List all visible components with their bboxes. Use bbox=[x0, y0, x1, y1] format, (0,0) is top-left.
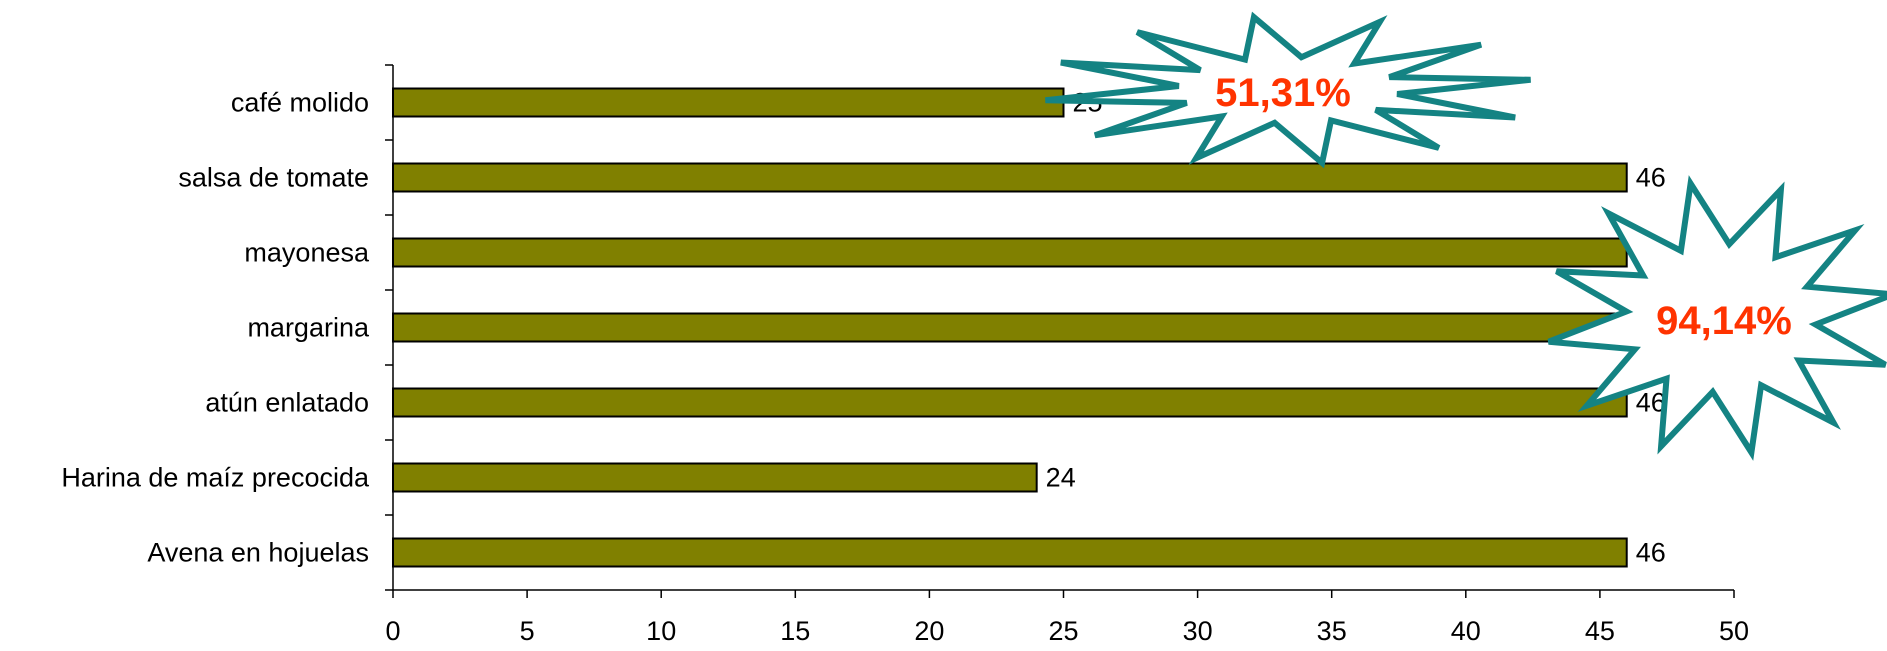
bar bbox=[392, 162, 1628, 193]
x-tick-label: 50 bbox=[1719, 616, 1749, 646]
data-label: 46 bbox=[1636, 538, 1666, 568]
bars-group bbox=[392, 87, 1628, 568]
starburst-annotation-1: 51,31% bbox=[1045, 11, 1531, 169]
bar bbox=[392, 537, 1628, 568]
starburst-text-2: 94,14% bbox=[1656, 299, 1792, 343]
starburst-shape-2 bbox=[1547, 175, 1887, 461]
starburst-annotation-2: 94,14% bbox=[1547, 175, 1887, 461]
x-tick-label: 35 bbox=[1317, 616, 1347, 646]
x-tick-label: 10 bbox=[646, 616, 676, 646]
x-tick-label: 0 bbox=[385, 616, 400, 646]
x-tick-label: 5 bbox=[520, 616, 535, 646]
bar bbox=[392, 312, 1628, 343]
category-label: atún enlatado bbox=[205, 388, 369, 418]
x-tick-label: 40 bbox=[1451, 616, 1481, 646]
category-label: café molido bbox=[231, 88, 369, 118]
bar bbox=[392, 462, 1038, 493]
starburst-text-1: 51,31% bbox=[1215, 71, 1351, 115]
category-labels-group: café molido salsa de tomate mayonesa margar… bbox=[61, 88, 370, 568]
bar bbox=[392, 87, 1065, 118]
x-tick-label: 45 bbox=[1585, 616, 1615, 646]
data-label: 46 bbox=[1636, 388, 1666, 418]
category-label: Avena en hojuelas bbox=[147, 538, 369, 568]
x-tick-label: 15 bbox=[780, 616, 810, 646]
category-label: salsa de tomate bbox=[178, 163, 369, 193]
x-tick-label: 25 bbox=[1048, 616, 1078, 646]
starburst-shape-1 bbox=[1045, 11, 1531, 169]
x-tick-label: 30 bbox=[1183, 616, 1213, 646]
category-label: Harina de maíz precocida bbox=[61, 463, 370, 493]
category-label: margarina bbox=[247, 313, 370, 343]
data-label: 46 bbox=[1636, 163, 1666, 193]
category-label: mayonesa bbox=[244, 238, 370, 268]
x-tick-label: 20 bbox=[914, 616, 944, 646]
data-label: 24 bbox=[1046, 463, 1076, 493]
x-ticks-group: 0 5 10 15 20 25 30 35 40 45 50 bbox=[385, 64, 1749, 646]
bar bbox=[392, 237, 1628, 268]
bar bbox=[392, 387, 1628, 418]
